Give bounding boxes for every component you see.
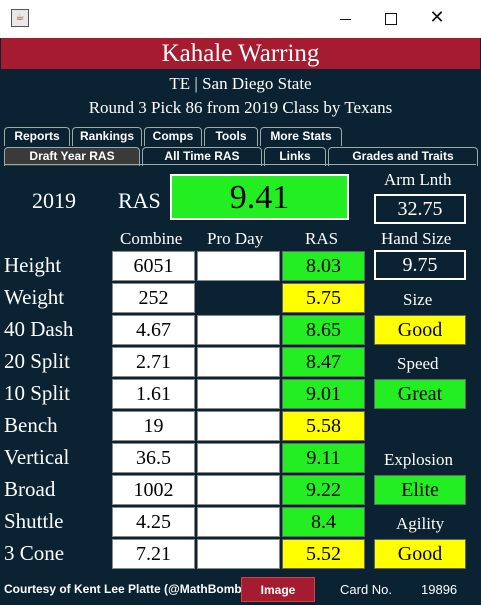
tab-comps[interactable]: Comps [144,127,202,146]
proday-height [197,251,280,281]
row-label-weight: Weight [4,285,65,309]
hand-size-label: Hand Size [381,229,452,248]
minimize-icon [340,19,351,20]
card-number: 19896 [421,582,458,597]
minimize-button[interactable] [322,0,368,38]
row-label-bench: Bench [4,413,58,437]
ras-bench: 5.58 [282,411,365,441]
ras-broad: 9.22 [282,475,365,505]
ras-weight: 5.75 [282,283,365,313]
row-label-20-split: 20 Split [4,349,70,373]
explosion-label: Explosion [384,450,453,469]
draft-year: 2019 [32,188,76,213]
agility-grade: Good [374,539,466,569]
tab-tools[interactable]: Tools [204,127,258,146]
column-ras: RAS [305,229,339,248]
draft-year-ras-panel: 2019 RAS 9.41 Arm Lnth 32.75 Combine Pro… [0,166,481,571]
footer: Courtesy of Kent Lee Platte (@MathBomb) … [0,574,481,605]
combine-shuttle: 4.25 [112,507,195,537]
ras-label: RAS [118,188,161,213]
row-label-height: Height [4,253,62,277]
ras-height: 8.03 [282,251,365,281]
close-button[interactable]: ✕ [414,0,460,38]
proday-broad [197,475,280,505]
column-pro-day: Pro Day [207,229,264,248]
ras-vertical: 9.11 [282,443,365,473]
row-label-vertical: Vertical [4,445,70,469]
java-icon[interactable]: ☕ [11,9,29,27]
ras-shuttle: 8.4 [282,507,365,537]
proday-vertical [197,443,280,473]
tab-rankings[interactable]: Rankings [72,127,142,146]
tab-more-stats[interactable]: More Stats [260,127,342,146]
explosion-grade: Elite [374,475,466,505]
speed-grade: Great [374,379,466,409]
tab-divider [4,164,476,165]
combine-vertical: 36.5 [112,443,195,473]
image-button[interactable]: Image [241,577,315,602]
overall-ras-score: 9.41 [170,174,349,220]
proday-10-split [197,379,280,409]
row-label-shuttle: Shuttle [4,509,64,533]
title-bar: ☕ ✕ [0,0,481,38]
card-number-label: Card No. [340,582,393,597]
combine-weight: 252 [112,283,195,313]
column-combine: Combine [120,229,183,248]
proday-bench [197,411,280,441]
ras-20-split: 8.47 [282,347,365,377]
close-icon: ✕ [429,7,445,28]
proday-shuttle [197,507,280,537]
row-label-3-cone: 3 Cone [4,541,65,565]
maximize-button[interactable] [368,0,414,38]
ras-10-split: 9.01 [282,379,365,409]
combine-10-split: 1.61 [112,379,195,409]
agility-label: Agility [396,514,445,533]
tab-links[interactable]: Links [264,147,326,166]
position-school: TE | San Diego State [169,74,312,93]
speed-label: Speed [397,354,439,373]
tab-draft-year-ras[interactable]: Draft Year RAS [4,147,140,166]
proday-40-dash [197,315,280,345]
ras-3-cone: 5.52 [282,539,365,569]
size-grade: Good [374,315,466,345]
draft-info: Round 3 Pick 86 from 2019 Class by Texan… [88,98,393,117]
size-label: Size [403,290,433,309]
proday-20-split [197,347,280,377]
player-name-banner: Kahale Warring [1,38,480,69]
tab-grades-and-traits[interactable]: Grades and Traits [328,147,478,166]
arm-length-value: 32.75 [374,194,466,224]
combine-bench: 19 [112,411,195,441]
row-label-10-split: 10 Split [4,381,70,405]
ras-40-dash: 8.65 [282,315,365,345]
row-label-40-dash: 40 Dash [4,317,74,341]
credit-text: Courtesy of Kent Lee Platte (@MathBomb) [4,582,246,596]
tab-all-time-ras[interactable]: All Time RAS [142,147,262,166]
hand-size-value: 9.75 [374,250,466,280]
combine-3-cone: 7.21 [112,539,195,569]
row-label-broad: Broad [4,477,56,501]
combine-20-split: 2.71 [112,347,195,377]
maximize-icon [385,13,397,25]
combine-height: 6051 [112,251,195,281]
combine-40-dash: 4.67 [112,315,195,345]
combine-broad: 1002 [112,475,195,505]
tab-reports[interactable]: Reports [4,127,70,146]
proday-3-cone [197,539,280,569]
arm-length-label: Arm Lnth [384,170,452,189]
